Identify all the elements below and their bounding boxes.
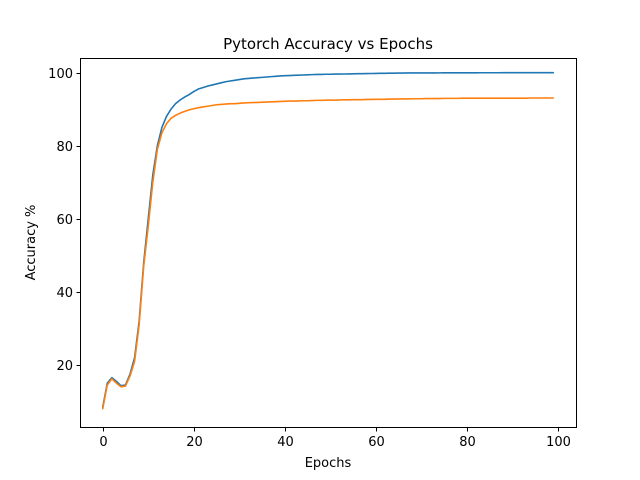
- y-tick-label-80: 80: [56, 140, 73, 155]
- y-tick-label-20: 20: [56, 359, 73, 374]
- x-tick-label-20: 20: [186, 435, 203, 450]
- y-tick-label-60: 60: [56, 213, 73, 228]
- series-line-2: [101, 97, 555, 410]
- x-tick-label-100: 100: [546, 435, 571, 450]
- y-tick-label-40: 40: [56, 286, 73, 301]
- chart-title: Pytorch Accuracy vs Epochs: [223, 35, 433, 53]
- y-tick-label-100: 100: [48, 67, 73, 82]
- plot-area: [101, 71, 555, 410]
- x-axis-title: Epochs: [305, 456, 352, 471]
- x-tick-label-0: 0: [99, 435, 107, 450]
- y-axis: 20 40 60 80 100: [48, 67, 81, 374]
- x-axis: 0 20 40 60 80 100: [99, 427, 571, 450]
- series-line-1: [101, 71, 555, 408]
- x-tick-label-80: 80: [459, 435, 476, 450]
- x-tick-label-60: 60: [368, 435, 385, 450]
- x-tick-label-40: 40: [277, 435, 294, 450]
- y-axis-title: Accuracy %: [24, 205, 39, 281]
- plot-frame: [80, 58, 577, 428]
